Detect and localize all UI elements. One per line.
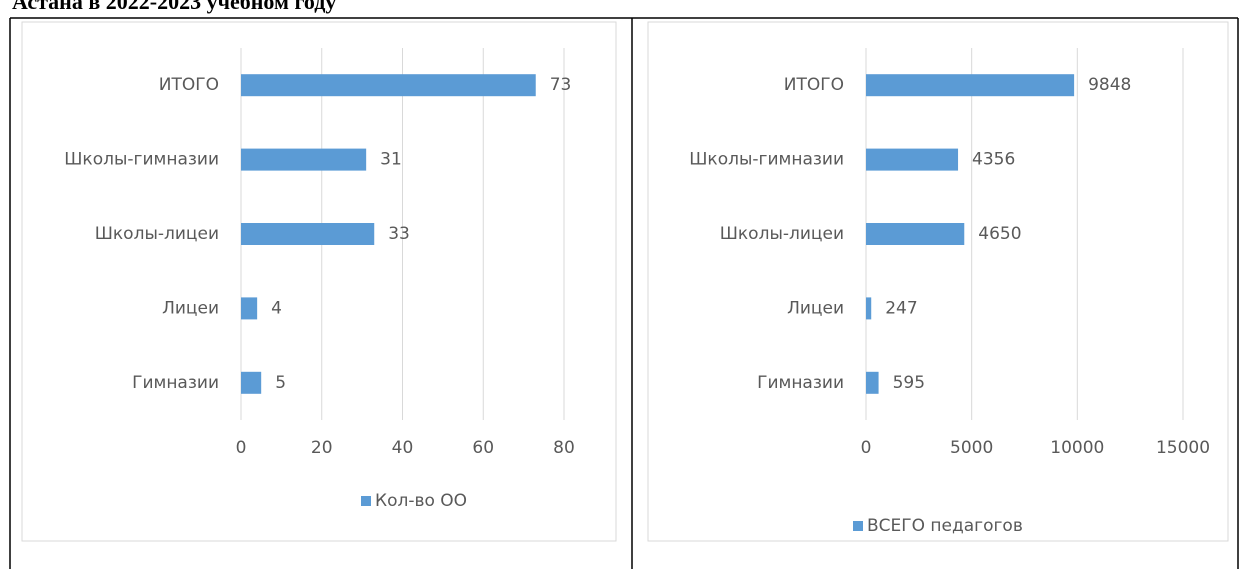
legend-label: Кол-во ОО — [375, 491, 467, 511]
bar — [241, 297, 258, 320]
data-label: 4356 — [972, 150, 1015, 170]
x-tick-label: 0 — [236, 438, 247, 458]
bar — [866, 74, 1075, 97]
y-tick-label: Школы-гимназии — [64, 150, 219, 170]
bar — [241, 148, 367, 171]
legend-swatch — [853, 521, 863, 531]
bar — [241, 223, 375, 245]
data-label: 33 — [388, 224, 410, 244]
y-tick-label: Школы-лицеи — [95, 224, 219, 244]
legend-label: ВСЕГО педагогов — [867, 516, 1023, 536]
data-label: 31 — [380, 150, 402, 170]
y-tick-label: Гимназии — [757, 373, 844, 393]
y-tick-label: Школы-гимназии — [689, 150, 844, 170]
bar — [866, 371, 879, 394]
data-label: 4650 — [978, 224, 1021, 244]
bar — [866, 148, 959, 171]
data-label: 5 — [275, 373, 286, 393]
heading: Астана в 2022-2023 учебном году — [12, 0, 336, 14]
data-label: 595 — [893, 373, 925, 393]
x-tick-label: 15000 — [1156, 438, 1210, 458]
x-tick-label: 40 — [392, 438, 414, 458]
data-label: 9848 — [1088, 75, 1131, 95]
x-tick-label: 60 — [472, 438, 494, 458]
y-tick-label: Лицеи — [787, 298, 844, 318]
x-tick-label: 0 — [861, 438, 872, 458]
y-tick-label: Лицеи — [162, 298, 219, 318]
y-tick-label: ИТОГО — [159, 75, 219, 95]
data-label: 4 — [271, 298, 282, 318]
legend-swatch — [361, 496, 371, 506]
bar — [241, 74, 536, 97]
x-tick-label: 20 — [311, 438, 333, 458]
x-tick-label: 80 — [553, 438, 575, 458]
data-label: 73 — [550, 75, 572, 95]
bar — [866, 297, 872, 320]
x-tick-label: 10000 — [1050, 438, 1104, 458]
data-label: 247 — [885, 298, 917, 318]
bar — [241, 371, 262, 394]
bar — [866, 223, 965, 245]
chart-frame — [21, 21, 617, 542]
chart-frame — [647, 21, 1229, 542]
y-tick-label: Гимназии — [132, 373, 219, 393]
y-tick-label: Школы-лицеи — [720, 224, 844, 244]
y-tick-label: ИТОГО — [784, 75, 844, 95]
x-tick-label: 5000 — [950, 438, 993, 458]
